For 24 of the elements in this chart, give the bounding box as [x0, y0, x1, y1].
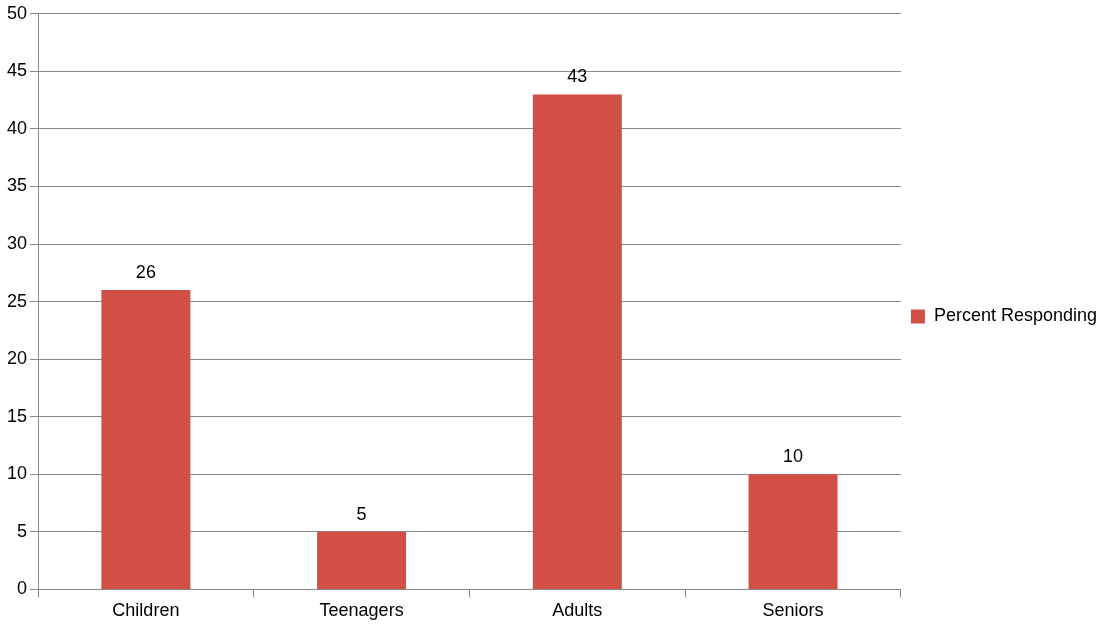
y-tick-label: 0	[17, 578, 28, 599]
x-tick-label: Teenagers	[319, 600, 404, 621]
data-label: 43	[567, 66, 588, 87]
y-tick-label: 30	[6, 233, 28, 254]
y-tick-label: 35	[6, 175, 28, 196]
y-tick-label: 45	[6, 60, 28, 81]
data-label: 10	[783, 446, 804, 467]
legend-label: Percent Responding	[933, 305, 1097, 326]
data-label: 5	[356, 503, 367, 524]
y-tick-label: 20	[6, 348, 28, 369]
x-tick-label: Seniors	[762, 600, 824, 621]
y-tick-label: 50	[6, 2, 28, 23]
y-tick-label: 15	[6, 405, 28, 426]
bar	[532, 94, 622, 589]
y-tick-label: 5	[17, 520, 28, 541]
x-tick-label: Children	[112, 600, 180, 621]
bar	[317, 531, 407, 589]
data-label: 26	[135, 262, 156, 283]
y-tick-label: 10	[6, 463, 28, 484]
bar	[748, 474, 838, 589]
y-tick-label: 25	[6, 290, 28, 311]
x-tick-label: Adults	[552, 600, 603, 621]
y-tick-label: 40	[6, 117, 28, 138]
bar	[101, 290, 191, 589]
